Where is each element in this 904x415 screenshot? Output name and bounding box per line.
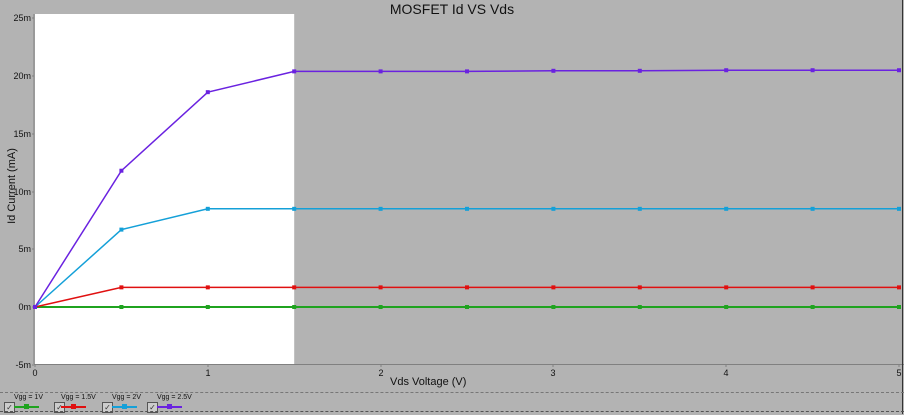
data-point: [292, 305, 297, 309]
data-point: [119, 305, 124, 309]
x-tick-label: 2: [378, 368, 383, 378]
legend: Vgg = 1V ✓ Vgg = 1.5V ✓ Vgg = 2V ✓ Vgg =…: [0, 392, 904, 415]
data-point: [637, 305, 642, 309]
y-tick-label: 0m: [18, 302, 31, 312]
y-tick-label: 15m: [13, 129, 31, 139]
data-point: [724, 305, 729, 309]
y-tick-label: -5m: [16, 360, 32, 370]
window-border: [0, 411, 904, 415]
data-point: [119, 168, 124, 173]
data-point: [378, 69, 383, 74]
legend-label: Vgg = 2V: [112, 394, 141, 401]
data-point: [119, 227, 124, 232]
data-point: [810, 305, 815, 309]
x-tick-label: 4: [723, 368, 728, 378]
data-point: [810, 68, 815, 73]
legend-label: Vgg = 1V: [14, 394, 43, 401]
data-point: [551, 68, 556, 73]
data-point: [119, 285, 124, 290]
data-point: [33, 305, 37, 309]
data-point: [897, 285, 901, 290]
data-point: [292, 285, 297, 290]
data-point: [465, 285, 469, 290]
legend-label: Vgg = 2.5V: [157, 394, 192, 401]
data-point: [378, 305, 383, 309]
y-tick-label: 10m: [13, 187, 31, 197]
y-tick-label: 20m: [13, 71, 31, 81]
highlight-region: [35, 14, 295, 364]
data-point: [205, 90, 210, 95]
data-point: [551, 206, 556, 211]
data-point: [637, 285, 642, 290]
data-point: [724, 206, 729, 211]
x-tick-label: 1: [205, 368, 210, 378]
data-point: [810, 206, 815, 211]
data-point: [465, 206, 469, 211]
data-point: [292, 69, 297, 74]
x-tick-label: 5: [896, 368, 901, 378]
data-point: [205, 206, 210, 211]
data-point: [637, 68, 642, 73]
data-point: [897, 305, 901, 309]
marker-icon: [71, 404, 76, 409]
marker-icon: [122, 404, 127, 409]
legend-label: Vgg = 1.5V: [61, 394, 96, 401]
data-point: [465, 305, 469, 309]
y-tick-label: 25m: [13, 13, 31, 23]
data-point: [378, 206, 383, 211]
data-point: [292, 206, 297, 211]
data-point: [637, 206, 642, 211]
data-point: [897, 68, 901, 73]
x-tick-label: 0: [32, 368, 37, 378]
data-point: [205, 285, 210, 290]
data-point: [724, 285, 729, 290]
data-point: [551, 305, 556, 309]
x-axis-label: Vds Voltage (V): [390, 376, 467, 388]
data-point: [378, 285, 383, 290]
x-tick-label: 3: [550, 368, 555, 378]
y-tick-label: 5m: [18, 244, 31, 254]
data-point: [205, 305, 210, 309]
marker-icon: [167, 404, 172, 409]
y-axis-label: Id Current (mA): [6, 148, 18, 224]
data-point: [810, 285, 815, 290]
data-point: [465, 69, 469, 74]
data-point: [551, 285, 556, 290]
data-point: [897, 206, 901, 211]
chart-title: MOSFET Id VS Vds: [389, 1, 515, 17]
marker-icon: [24, 404, 29, 409]
data-point: [724, 68, 729, 73]
